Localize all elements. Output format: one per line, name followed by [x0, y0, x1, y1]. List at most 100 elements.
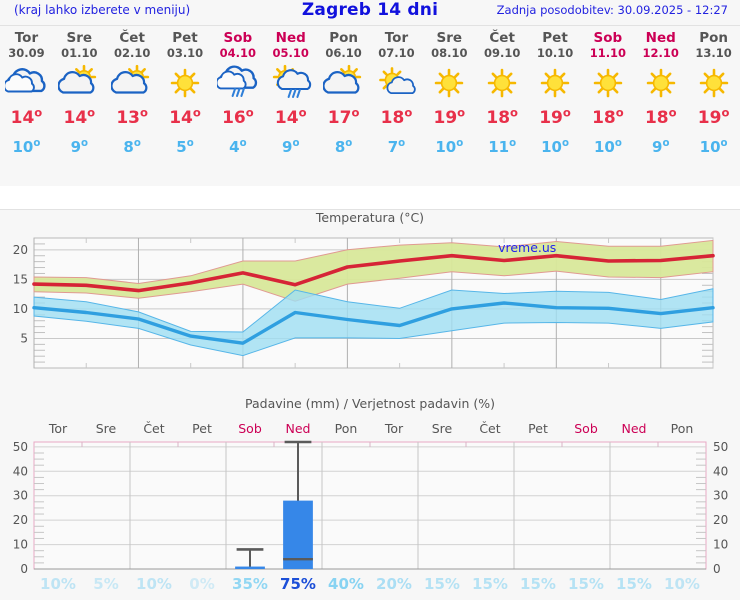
- svg-text:10%: 10%: [136, 575, 172, 593]
- svg-text:50: 50: [713, 440, 728, 454]
- day-column[interactable]: Ned 05.10 14o 9o: [264, 26, 317, 186]
- day-name: Pet: [172, 30, 198, 46]
- precipitation-chart-title: Padavine (mm) / Verjetnost padavin (%): [245, 396, 495, 411]
- day-column[interactable]: Sre 01.10 14o 9o: [53, 26, 106, 186]
- svg-text:Tor: Tor: [48, 421, 68, 436]
- temp-max: 16o: [222, 105, 254, 128]
- day-date: 06.10: [325, 46, 362, 60]
- sunny-icon: [423, 64, 476, 104]
- temp-min: 10o: [699, 138, 728, 156]
- last-updated: Zadnja posodobitev: 30.09.2025 - 12:27: [496, 3, 728, 17]
- temperature-chart: Temperatura (°C) 5 10 15 20 vreme.us: [0, 210, 740, 395]
- day-column[interactable]: Pon 06.10 17o 8o: [317, 26, 370, 186]
- temp-max: 19o: [433, 105, 466, 128]
- temp-max: 17o: [327, 105, 360, 128]
- day-column[interactable]: Ned 12.10 18o 9o: [634, 26, 687, 186]
- sunny-icon: [581, 64, 634, 104]
- day-date: 05.10: [272, 46, 309, 60]
- day-name: Ned: [275, 30, 306, 46]
- panel-divider: [0, 209, 740, 210]
- sun-rain-icon: [264, 64, 317, 104]
- svg-text:15%: 15%: [424, 575, 460, 593]
- day-date: 07.10: [378, 46, 415, 60]
- day-column[interactable]: Pet 10.10 19o 10o: [529, 26, 582, 186]
- day-name: Ned: [645, 30, 676, 46]
- page-title: Zagreb 14 dni: [301, 0, 439, 20]
- temperature-chart-title-text: Temperatura (°C): [315, 210, 425, 225]
- svg-text:50: 50: [13, 440, 28, 454]
- svg-text:20%: 20%: [376, 575, 412, 593]
- temp-min: 7o: [387, 138, 406, 156]
- day-column[interactable]: Sob 04.10 16o 4o: [211, 26, 264, 186]
- temp-max: 18o: [380, 105, 413, 128]
- temperature-plot: 5 10 15 20 vreme.us: [13, 237, 715, 369]
- temp-min: 8o: [334, 138, 353, 156]
- precipitation-plot: 0 0 10 10 20 20 30 30 40 40 50 50 Tor Sre Čet Pet Sob Ned…: [13, 421, 729, 593]
- day-column[interactable]: Čet 09.10 18o 11o: [476, 26, 529, 186]
- svg-text:30: 30: [13, 489, 28, 503]
- header-divider: [0, 25, 740, 26]
- svg-text:vreme.us: vreme.us: [498, 240, 556, 255]
- day-date: 01.10: [61, 46, 98, 60]
- day-column[interactable]: Čet 02.10 13o 8o: [106, 26, 159, 186]
- temp-max: 14o: [10, 105, 43, 128]
- day-date: 04.10: [219, 46, 257, 60]
- svg-text:35%: 35%: [232, 575, 268, 593]
- day-name: Tor: [384, 30, 409, 46]
- sunny-icon: [687, 64, 740, 104]
- precipitation-chart: Padavine (mm) / Verjetnost padavin (%) 0…: [0, 396, 740, 600]
- svg-text:Pet: Pet: [192, 421, 212, 436]
- day-date: 30.09: [8, 46, 45, 60]
- location-hint: (kraj lahko izberete v meniju): [14, 3, 191, 17]
- svg-text:Sre: Sre: [432, 421, 453, 436]
- partly-sunny-icon: [106, 64, 159, 104]
- svg-text:15%: 15%: [568, 575, 604, 593]
- partly-sunny-icon: [317, 64, 370, 104]
- temp-max: 14o: [169, 105, 201, 128]
- svg-text:Sob: Sob: [574, 421, 598, 436]
- day-column[interactable]: Sob 11.10 18o 10o: [581, 26, 634, 186]
- sun-small-cloud-icon: [370, 64, 423, 104]
- day-column[interactable]: Pet 03.10 14o 5o: [159, 26, 212, 186]
- temp-min: 4o: [229, 138, 247, 156]
- day-name: Sre: [66, 30, 93, 46]
- day-name: Čet: [119, 30, 145, 46]
- svg-text:20: 20: [13, 513, 28, 527]
- day-date: 13.10: [695, 46, 732, 60]
- svg-text:Sre: Sre: [96, 421, 117, 436]
- day-column[interactable]: Tor 30.09 14o 10o: [0, 26, 53, 186]
- day-date: 02.10: [113, 46, 151, 60]
- temp-max: 14o: [274, 105, 307, 128]
- panel-gap: [0, 186, 740, 210]
- daily-forecast-columns: Tor 30.09 14o 10o Sre 01.10 14o 9o Čet 02.10 13…: [0, 26, 740, 186]
- svg-text:0: 0: [20, 562, 28, 576]
- temp-max: 13o: [116, 105, 148, 128]
- day-column[interactable]: Sre 08.10 19o 10o: [423, 26, 476, 186]
- day-date: 11.10: [589, 46, 627, 60]
- day-date: 10.10: [536, 46, 574, 60]
- temp-max: 19o: [697, 105, 730, 128]
- day-date: 08.10: [431, 46, 468, 60]
- temp-min: 9o: [652, 138, 670, 156]
- svg-text:10: 10: [13, 302, 28, 316]
- cloudy-icon: [0, 64, 53, 104]
- temp-min: 10o: [541, 138, 569, 156]
- temp-max: 19o: [539, 105, 571, 128]
- svg-text:Čet: Čet: [479, 421, 500, 436]
- day-name: Tor: [14, 30, 39, 46]
- svg-text:5%: 5%: [93, 575, 118, 593]
- day-column[interactable]: Pon 13.10 19o 10o: [687, 26, 740, 186]
- svg-text:20: 20: [13, 243, 28, 257]
- svg-text:10%: 10%: [664, 575, 700, 593]
- temp-max: 18o: [486, 105, 518, 128]
- day-column[interactable]: Tor 07.10 18o 7o: [370, 26, 423, 186]
- svg-text:Čet: Čet: [143, 421, 164, 436]
- svg-text:Ned: Ned: [286, 421, 311, 436]
- svg-text:Ned: Ned: [622, 421, 647, 436]
- day-name: Sre: [436, 30, 463, 46]
- svg-text:Pet: Pet: [528, 421, 548, 436]
- svg-text:40: 40: [13, 464, 28, 478]
- svg-text:40%: 40%: [328, 575, 364, 593]
- svg-text:15%: 15%: [472, 575, 508, 593]
- temp-min: 10o: [435, 138, 464, 156]
